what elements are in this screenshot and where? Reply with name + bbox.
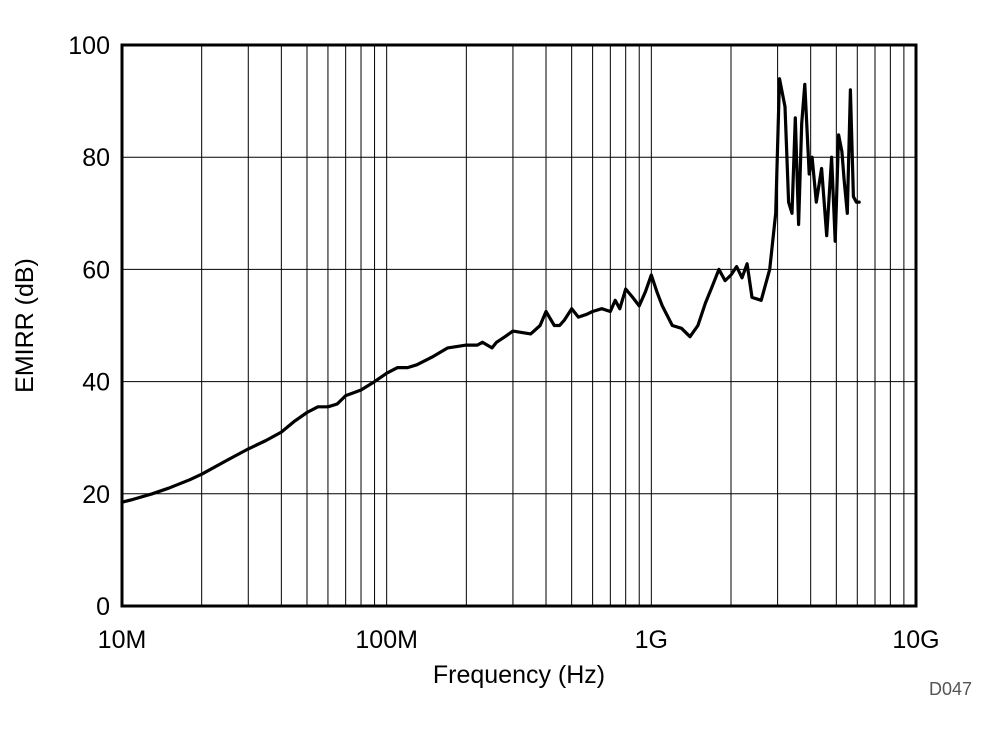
y-tick-label: 40 xyxy=(82,369,110,397)
figure-code-label: D047 xyxy=(929,679,972,699)
y-tick-label: 60 xyxy=(82,256,110,284)
series-line-emirr xyxy=(120,77,861,504)
x-tick-labels: 10M 100M 1G 10G xyxy=(98,626,940,654)
y-tick-labels: 0 20 40 60 80 100 xyxy=(68,32,110,621)
x-tick-label: 10M xyxy=(98,626,147,654)
x-tick-label: 1G xyxy=(635,626,668,654)
y-tick-label: 100 xyxy=(68,32,110,60)
plot-area-frame xyxy=(120,43,918,608)
y-axis-title: EMIRR (dB) xyxy=(11,258,39,393)
x-tick-label: 10G xyxy=(892,626,939,654)
y-tick-label: 20 xyxy=(82,481,110,509)
y-tick-label: 80 xyxy=(82,144,110,172)
x-tick-label: 100M xyxy=(355,626,418,654)
grid-lines xyxy=(122,45,916,606)
x-axis-title: Frequency (Hz) xyxy=(433,661,605,689)
y-tick-label: 0 xyxy=(96,593,110,621)
